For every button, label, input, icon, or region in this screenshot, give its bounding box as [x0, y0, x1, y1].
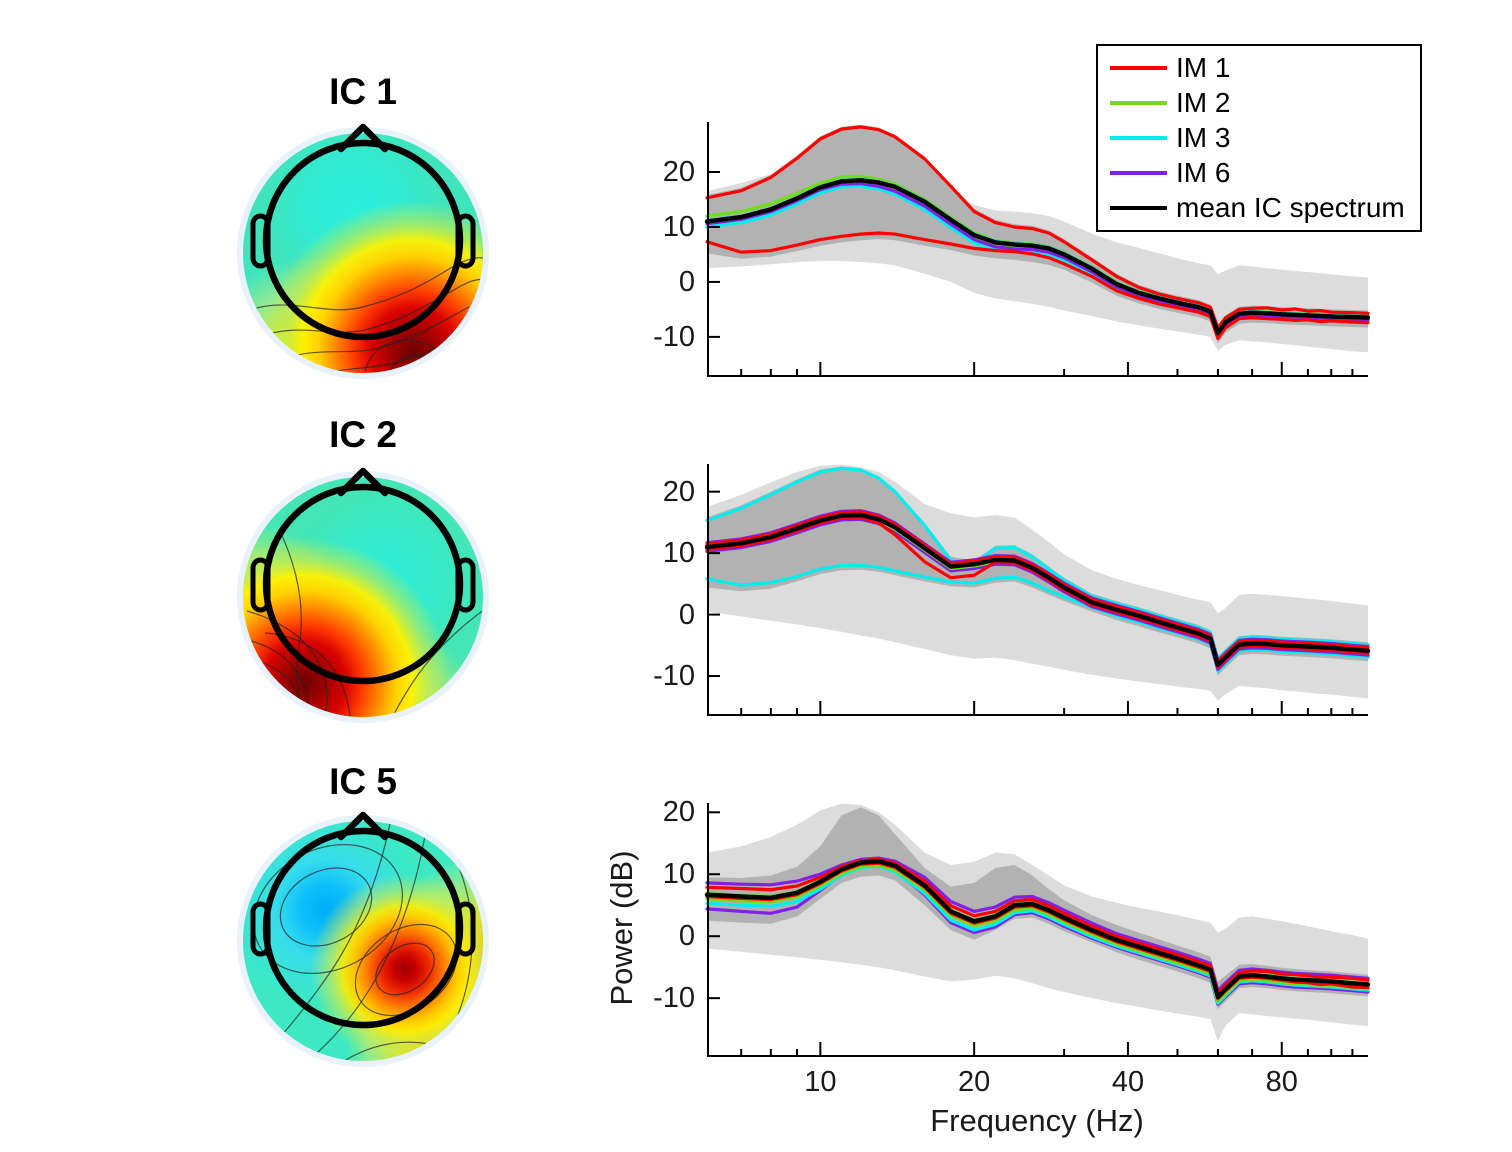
- y-tick-label: 20: [662, 475, 695, 508]
- y-tick-label: -10: [653, 320, 695, 353]
- spectrum-svg: [704, 464, 1371, 716]
- series-im3-upper: [705, 466, 1370, 661]
- spectrum-plot-ic5: 20 10 0 -10 10 20 40 80: [653, 796, 1371, 1098]
- left-ear-icon: [250, 557, 271, 613]
- topo-map-ic1-svg: [237, 123, 489, 379]
- nose-icon: [337, 467, 389, 497]
- series-im6-lower: [705, 517, 1370, 671]
- topoplot-ic1: [233, 119, 493, 379]
- spectrum-plot-ic1: 20 10 0 -10: [653, 122, 1371, 377]
- topo-map-ic5-svg: [237, 811, 489, 1067]
- legend-entry-1: IM 1: [1110, 51, 1420, 85]
- right-ear-icon: [455, 213, 476, 269]
- topo-title-ic1: IC 1: [329, 71, 397, 112]
- legend-line-swatch: [1110, 101, 1167, 105]
- legend-label: IM 3: [1176, 122, 1231, 153]
- y-tick-label: 20: [662, 796, 695, 829]
- x-axis-label: Frequency (Hz): [930, 1103, 1144, 1138]
- legend-label: mean IC spectrum: [1176, 192, 1405, 223]
- band-outer: [707, 803, 1368, 1042]
- left-ear-icon: [250, 901, 271, 957]
- legend-entry-5: mean IC spectrum: [1110, 191, 1420, 225]
- y-tick-label: 10: [662, 210, 695, 243]
- y-tick-label: -10: [653, 982, 695, 1015]
- series-im1-upper: [705, 125, 1370, 330]
- legend-line-swatch: [1110, 206, 1167, 210]
- topo-title-ic5: IC 5: [329, 761, 397, 802]
- series-im2-lower: [705, 863, 1370, 1003]
- legend-entry-3: IM 3: [1110, 121, 1420, 155]
- y-tick-label: 10: [662, 537, 695, 570]
- topoplot-ic2: [233, 463, 493, 723]
- series-im1-lower: [705, 231, 1370, 341]
- x-tick-label: 20: [958, 1066, 991, 1098]
- y-tick-label: 0: [678, 265, 695, 298]
- spectrum-plot-ic2: 20 10 0 -10: [653, 464, 1371, 716]
- spectrum-svg: [704, 122, 1371, 377]
- y-tick-label: 10: [662, 858, 695, 891]
- series-im1-upper: [705, 510, 1370, 664]
- right-ear-icon: [455, 557, 476, 613]
- nose-icon: [337, 811, 389, 841]
- series-mean: [704, 859, 1371, 1000]
- right-ear-icon: [455, 901, 476, 957]
- spectrum-svg: [704, 803, 1371, 1057]
- series-mean: [704, 512, 1371, 668]
- y-tick-label: 0: [678, 920, 695, 953]
- y-tick-label: 20: [662, 156, 695, 188]
- legend-line-swatch: [1110, 171, 1167, 175]
- x-tick-label: 40: [1111, 1066, 1145, 1098]
- left-ear-icon: [250, 213, 271, 269]
- x-tick-label: 10: [804, 1066, 837, 1098]
- legend-label: IM 1: [1176, 52, 1231, 83]
- legend: IM 1 IM 2 IM 3 IM 6 mean IC spectrum: [1096, 44, 1422, 232]
- topo-map-ic2-svg: [237, 467, 489, 723]
- y-axis-label: Power (dB): [604, 850, 639, 1006]
- legend-line-swatch: [1110, 66, 1167, 70]
- y-tick-label: 0: [678, 598, 695, 631]
- legend-line-swatch: [1110, 136, 1167, 140]
- legend-entry-2: IM 2: [1110, 86, 1420, 120]
- legend-label: IM 2: [1176, 87, 1231, 118]
- legend-label: IM 6: [1176, 157, 1231, 188]
- nose-icon: [337, 123, 389, 153]
- topoplot-ic5: [233, 807, 493, 1067]
- series-mean: [704, 178, 1371, 336]
- legend-entry-4: IM 6: [1110, 156, 1420, 190]
- x-tick-label: 80: [1265, 1066, 1298, 1098]
- topo-title-ic2: IC 2: [329, 414, 397, 455]
- y-tick-label: -10: [653, 660, 695, 693]
- series-im1-lower: [705, 515, 1370, 669]
